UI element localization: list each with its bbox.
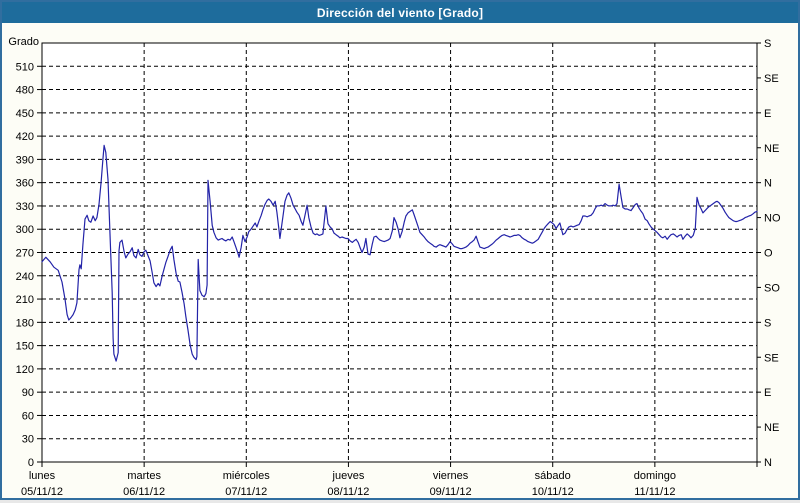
- x-day-name-label: domingo: [634, 470, 676, 482]
- x-day-name-label: sábado: [535, 470, 571, 482]
- y-right-tick-label: SE: [764, 73, 779, 85]
- x-day-date-label: 06/11/12: [123, 486, 165, 498]
- y-right-tick-label: SO: [764, 282, 780, 294]
- x-day-name-label: miércoles: [223, 470, 271, 482]
- y-right-tick-label: N: [764, 457, 772, 469]
- y-left-tick-label: 330: [16, 201, 34, 213]
- y-left-tick-label: 480: [16, 85, 34, 97]
- y-right-tick-label: N: [764, 178, 772, 190]
- y-left-tick-label: 90: [22, 387, 34, 399]
- y-left-tick-label: 390: [16, 154, 34, 166]
- y-left-tick-label: 450: [16, 108, 34, 120]
- y-left-tick-label: 30: [22, 434, 34, 446]
- axis-ticks: [37, 42, 761, 467]
- y-left-tick-label: 270: [16, 248, 34, 260]
- y-left-tick-label: 240: [16, 271, 34, 283]
- x-day-date-label: 11/11/12: [634, 486, 675, 498]
- x-day-date-label: 09/11/12: [430, 486, 472, 498]
- y-left-tick-label: 60: [22, 410, 34, 422]
- y-left-tick-label: 510: [16, 61, 34, 73]
- x-day-name-label: viernes: [433, 470, 469, 482]
- x-day-name-label: lunes: [29, 470, 56, 482]
- x-day-name-label: jueves: [332, 470, 365, 482]
- page-title: Dirección del viento [Grado]: [316, 5, 484, 20]
- y-right-tick-label: NO: [764, 213, 781, 225]
- y-right-tick-label: S: [764, 38, 771, 50]
- wind-direction-line-chart: 0 30 60 90 120 150 180 210 240 270 300 330 360 390 420…: [8, 36, 781, 498]
- y-left-tick-label: 0: [28, 457, 34, 469]
- y-left-tick-label: 300: [16, 224, 34, 236]
- y-right-tick-label: E: [764, 387, 771, 399]
- x-day-date-label: 08/11/12: [327, 486, 369, 498]
- y-left-tick-label: 420: [16, 131, 34, 143]
- y-right-tick-label: E: [764, 108, 771, 120]
- x-day-name-label: martes: [127, 470, 161, 482]
- y-right-tick-label: SE: [764, 352, 779, 364]
- y-right-tick-label: NE: [764, 143, 779, 155]
- y-left-axis-title: Grado: [8, 36, 39, 48]
- y-left-tick-label: 180: [16, 317, 34, 329]
- x-day-date-label: 10/11/12: [532, 486, 574, 498]
- chart-area: 0 30 60 90 120 150 180 210 240 270 300 330 360 390 420…: [2, 23, 798, 498]
- x-day-date-label: 05/11/12: [21, 486, 63, 498]
- window-titlebar: Dirección del viento [Grado]: [2, 2, 798, 23]
- y-left-tick-label: 120: [16, 364, 34, 376]
- wind-direction-series: [41, 144, 758, 362]
- y-left-tick-label: 210: [16, 294, 34, 306]
- x-day-date-label: 07/11/12: [225, 486, 267, 498]
- y-left-tick-label: 150: [16, 341, 34, 353]
- y-right-tick-label: S: [764, 317, 771, 329]
- y-left-tick-label: 360: [16, 178, 34, 190]
- gridlines: [42, 43, 757, 462]
- y-right-tick-label: NE: [764, 422, 779, 434]
- y-right-tick-label: O: [764, 248, 773, 260]
